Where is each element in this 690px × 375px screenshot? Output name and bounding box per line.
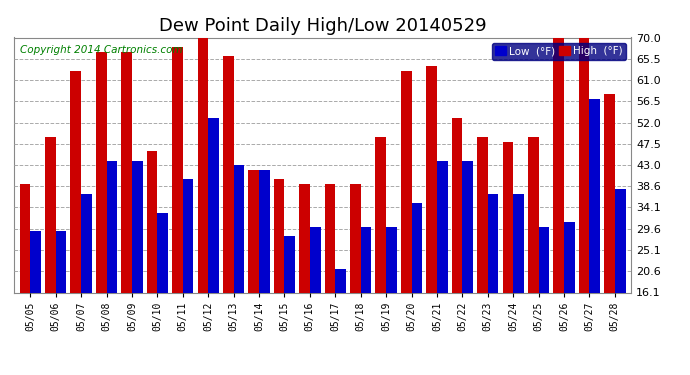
Bar — [386, 227, 397, 369]
Bar — [350, 184, 361, 369]
Bar — [335, 269, 346, 369]
Bar — [248, 170, 259, 369]
Bar — [310, 227, 321, 369]
Bar — [462, 160, 473, 369]
Bar — [19, 184, 30, 369]
Bar — [70, 70, 81, 369]
Bar — [589, 99, 600, 369]
Bar — [197, 33, 208, 369]
Bar — [553, 38, 564, 369]
Bar — [528, 137, 539, 369]
Bar — [361, 227, 371, 369]
Bar — [375, 137, 386, 369]
Text: Copyright 2014 Cartronics.com: Copyright 2014 Cartronics.com — [20, 45, 183, 55]
Bar — [299, 184, 310, 369]
Bar — [234, 165, 244, 369]
Bar — [401, 70, 411, 369]
Bar — [106, 160, 117, 369]
Bar — [426, 66, 437, 369]
Bar — [259, 170, 270, 369]
Bar — [411, 203, 422, 369]
Bar — [604, 94, 615, 369]
Bar — [172, 47, 183, 369]
Bar — [132, 160, 143, 369]
Bar — [488, 194, 498, 369]
Bar — [45, 137, 56, 369]
Legend: Low  (°F), High  (°F): Low (°F), High (°F) — [492, 43, 626, 60]
Bar — [615, 189, 626, 369]
Bar — [437, 160, 448, 369]
Bar — [579, 38, 589, 369]
Bar — [147, 151, 157, 369]
Bar — [477, 137, 488, 369]
Bar — [56, 231, 66, 369]
Bar — [30, 231, 41, 369]
Bar — [157, 213, 168, 369]
Bar — [274, 179, 284, 369]
Bar — [208, 118, 219, 369]
Bar — [564, 222, 575, 369]
Bar — [81, 194, 92, 369]
Bar — [502, 142, 513, 369]
Bar — [324, 184, 335, 369]
Title: Dew Point Daily High/Low 20140529: Dew Point Daily High/Low 20140529 — [159, 16, 486, 34]
Bar — [183, 179, 193, 369]
Bar — [223, 56, 234, 369]
Bar — [452, 118, 462, 369]
Bar — [96, 52, 106, 369]
Bar — [539, 227, 549, 369]
Bar — [284, 236, 295, 369]
Bar — [121, 52, 132, 369]
Bar — [513, 194, 524, 369]
